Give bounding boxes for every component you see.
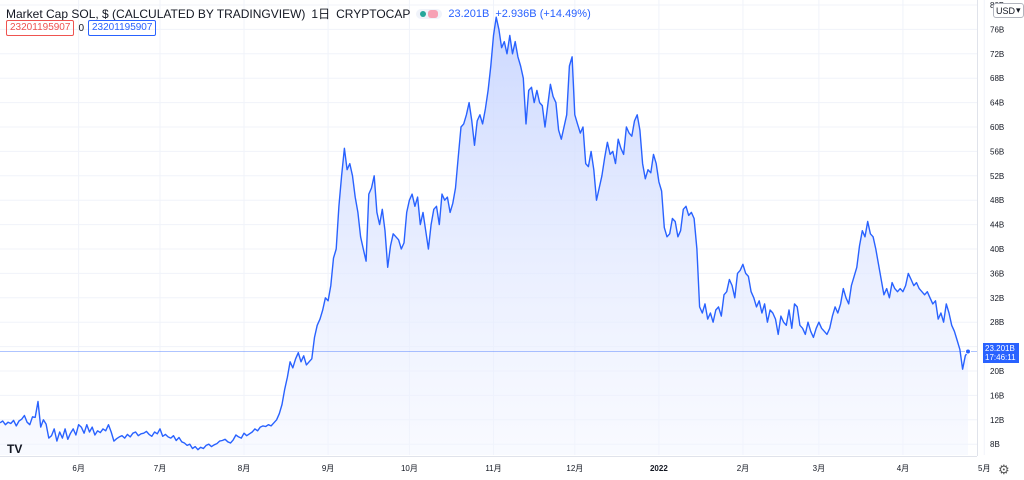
last-value: 23.201B	[448, 7, 490, 20]
y-tick-label: 60B	[990, 123, 1004, 132]
tradingview-logo[interactable]: TV	[7, 442, 23, 456]
x-tick-label: 12月	[566, 464, 583, 473]
interval-label: 1日	[311, 7, 331, 21]
y-tick-label: 44B	[990, 221, 1004, 230]
price-tag: 23.201B 17:46:11	[983, 343, 1019, 364]
price-tag-value: 23.201B	[985, 344, 1015, 354]
y-tick-label: 8B	[990, 440, 1000, 449]
symbol-title[interactable]: Market Cap SOL, $ (CALCULATED BY TRADING…	[6, 6, 306, 21]
area-fill	[0, 17, 968, 455]
time-axis[interactable]: 6月 7月 8月 9月 10月 11月 12月 2022 2月 3月 4月 5月	[72, 464, 990, 473]
x-tick-label: 8月	[238, 464, 250, 473]
y-tick-label: 56B	[990, 147, 1004, 156]
input-red[interactable]: 23201195907	[6, 20, 75, 36]
x-tick-label: 3月	[813, 464, 825, 473]
x-tick-label: 2月	[737, 464, 749, 473]
y-tick-label: 36B	[990, 269, 1004, 278]
y-tick-label: 72B	[990, 50, 1004, 59]
y-tick-label: 40B	[990, 245, 1004, 254]
status-indicator[interactable]	[416, 8, 443, 19]
y-tick-label: 68B	[990, 74, 1004, 83]
currency-label: USD	[996, 5, 1016, 16]
x-tick-label: 6月	[72, 464, 84, 473]
gear-icon[interactable]: ⚙	[998, 462, 1010, 477]
y-tick-label: 64B	[990, 99, 1004, 108]
series-line	[0, 16, 969, 451]
input-blue[interactable]: 23201195907	[88, 20, 157, 36]
legend-header: Market Cap SOL, $ (CALCULATED BY TRADING…	[6, 5, 591, 22]
change-value: +2.936B (+14.49%)	[495, 7, 591, 20]
market-open-icon	[420, 10, 427, 17]
chevron-down-icon: ▾	[1016, 5, 1021, 15]
x-tick-label: 5月	[978, 464, 990, 473]
y-tick-label: 52B	[990, 172, 1004, 181]
x-tick-label: 11月	[485, 464, 501, 473]
x-tick-label: 10月	[401, 464, 418, 473]
x-tick-label: 9月	[322, 464, 334, 473]
price-axis[interactable]: 8B12B16B20B24B28B32B36B40B44B48B52B56B60…	[990, 1, 1004, 449]
last-point-marker	[965, 348, 971, 355]
y-tick-label: 28B	[990, 318, 1004, 327]
y-tick-label: 20B	[990, 367, 1004, 376]
y-tick-label: 16B	[990, 391, 1004, 400]
data-flag-icon	[428, 9, 439, 18]
x-tick-label: 2022	[650, 464, 668, 473]
x-tick-label: 4月	[897, 464, 909, 473]
y-tick-label: 48B	[990, 196, 1004, 205]
y-tick-label: 32B	[990, 294, 1004, 303]
zero-label: 0	[78, 22, 84, 34]
currency-selector[interactable]: USD ▾	[993, 3, 1024, 18]
x-tick-label: 7月	[154, 464, 166, 473]
indicator-row: 23201195907 0 23201195907	[6, 20, 157, 36]
price-tag-time: 17:46:11	[985, 353, 1016, 363]
source-label: CRYPTOCAP	[336, 6, 411, 21]
y-tick-label: 76B	[990, 25, 1004, 34]
y-tick-label: 12B	[990, 416, 1004, 425]
